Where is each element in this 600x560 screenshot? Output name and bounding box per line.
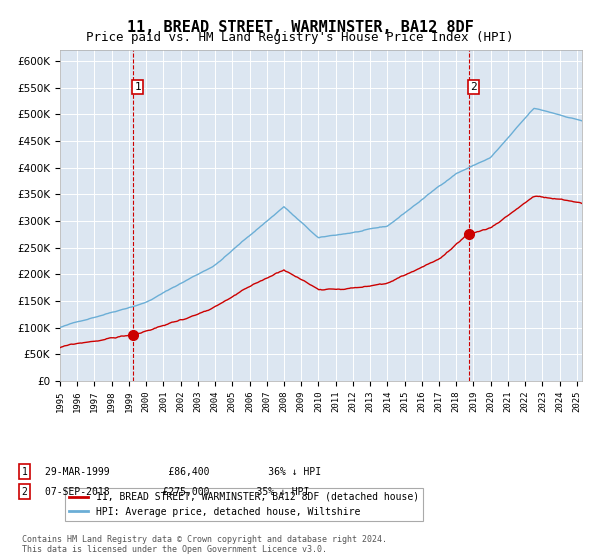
Legend: 11, BREAD STREET, WARMINSTER, BA12 8DF (detached house), HPI: Average price, det: 11, BREAD STREET, WARMINSTER, BA12 8DF (… [65,488,423,521]
Text: 2: 2 [470,82,477,92]
Text: 29-MAR-1999          £86,400          36% ↓ HPI: 29-MAR-1999 £86,400 36% ↓ HPI [45,466,321,477]
Text: Contains HM Land Registry data © Crown copyright and database right 2024.
This d: Contains HM Land Registry data © Crown c… [22,535,386,554]
Text: Price paid vs. HM Land Registry's House Price Index (HPI): Price paid vs. HM Land Registry's House … [86,31,514,44]
Text: 1: 1 [134,82,141,92]
Text: 07-SEP-2018         £275,000        35% ↓ HPI: 07-SEP-2018 £275,000 35% ↓ HPI [45,487,310,497]
Text: 2: 2 [22,487,28,497]
Text: 11, BREAD STREET, WARMINSTER, BA12 8DF: 11, BREAD STREET, WARMINSTER, BA12 8DF [127,20,473,35]
Text: 1: 1 [22,466,28,477]
